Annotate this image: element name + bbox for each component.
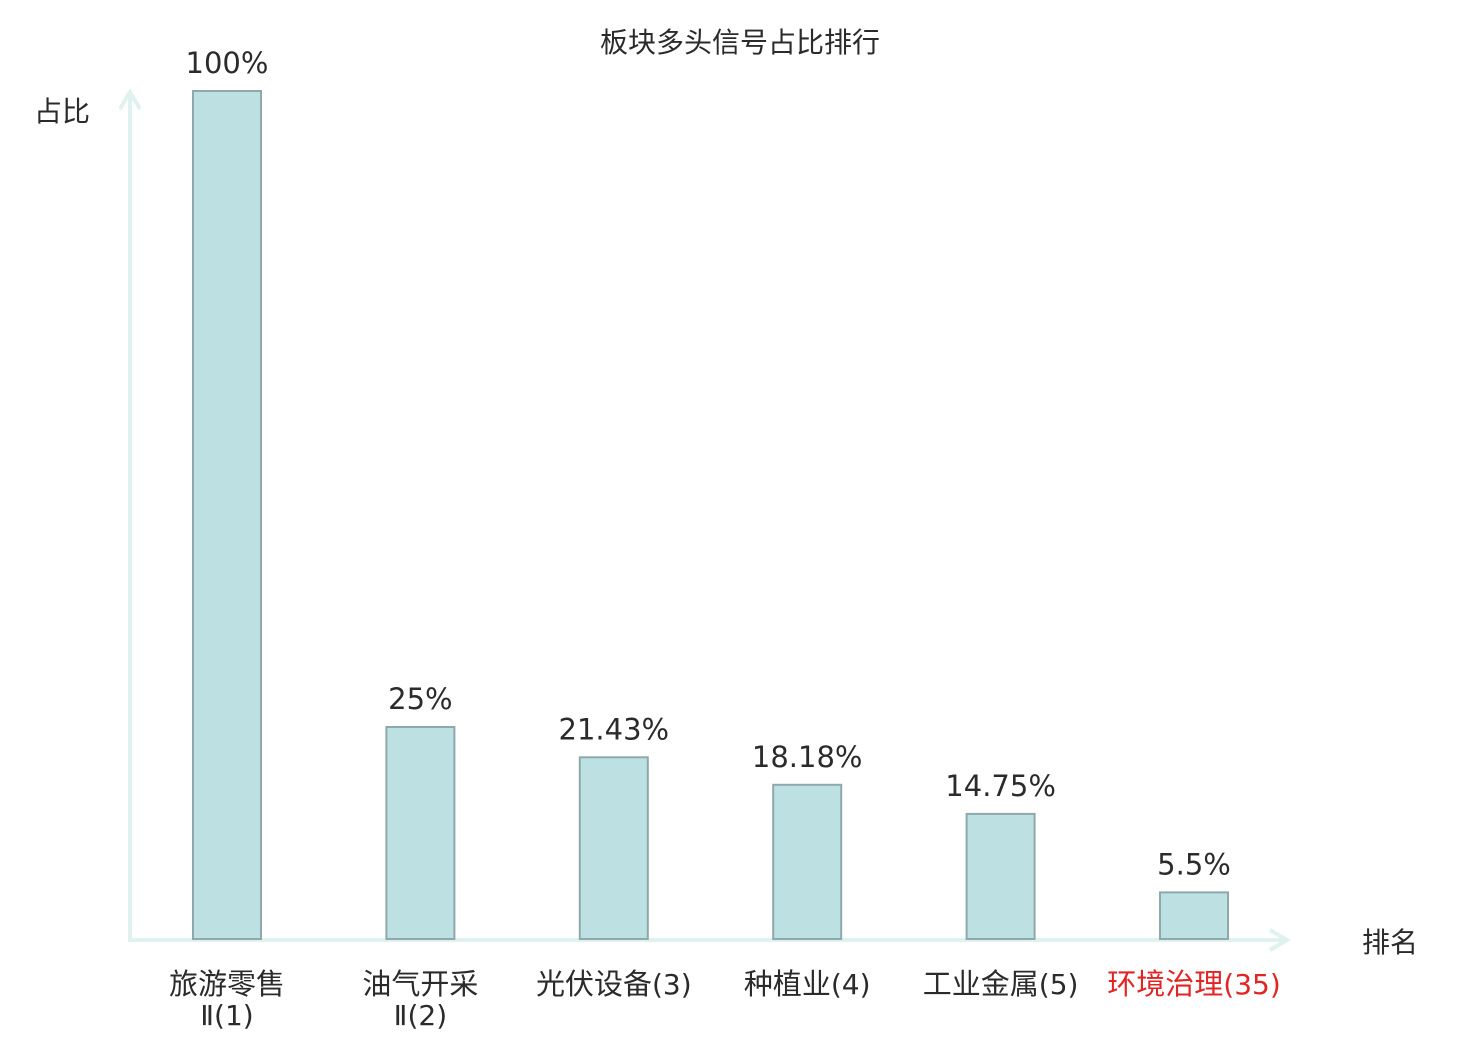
value-label-2: 25% [388, 682, 452, 716]
bars-group [192, 90, 1229, 941]
value-label-6: 5.5% [1157, 847, 1231, 881]
category-rank-6: (35) [1223, 968, 1280, 1001]
category-label-4: 种植业(4) [744, 967, 871, 1001]
value-label-4: 18.18% [752, 740, 863, 774]
bar-6 [1159, 891, 1229, 941]
bar-1 [192, 90, 262, 940]
value-label-3: 21.43% [559, 712, 670, 746]
category-label-5: 工业金属(5) [923, 967, 1079, 1001]
y-axis-label: 占比 [34, 95, 90, 128]
category-name-5: 工业金属 [923, 967, 1039, 1001]
y-axis-arrow [118, 88, 142, 111]
category-label-2: 油气开采 [362, 967, 478, 1001]
bar-2 [385, 726, 456, 940]
bar-4 [772, 783, 843, 940]
value-labels-group: 100% 25% 21.43% 18.18% 14.75% 5.5% [186, 46, 1231, 881]
category-label-6: 环境治理(35) [1107, 967, 1281, 1001]
category-rank-4: (4) [831, 968, 871, 1001]
category-label-1: 旅游零售 [169, 967, 285, 1001]
category-name-3: 光伏设备 [536, 967, 652, 1001]
value-label-5: 14.75% [945, 769, 1056, 803]
category-rank-3: (3) [652, 968, 692, 1001]
bar-5 [965, 812, 1036, 941]
category-rank-1: Ⅱ(1) [200, 999, 253, 1032]
x-axis-arrow [1268, 928, 1291, 952]
axes [118, 88, 1291, 952]
chart-title: 板块多头信号占比排行 [600, 26, 880, 59]
category-rank-5: (5) [1039, 968, 1079, 1001]
category-rank-2: Ⅱ(2) [394, 999, 447, 1032]
value-label-1: 100% [186, 46, 269, 80]
bar-3 [578, 756, 649, 940]
category-name-4: 种植业 [744, 967, 831, 1001]
category-label-3: 光伏设备(3) [536, 967, 692, 1001]
category-name-6: 环境治理 [1107, 967, 1223, 1001]
x-axis-label: 排名 [1362, 926, 1418, 959]
